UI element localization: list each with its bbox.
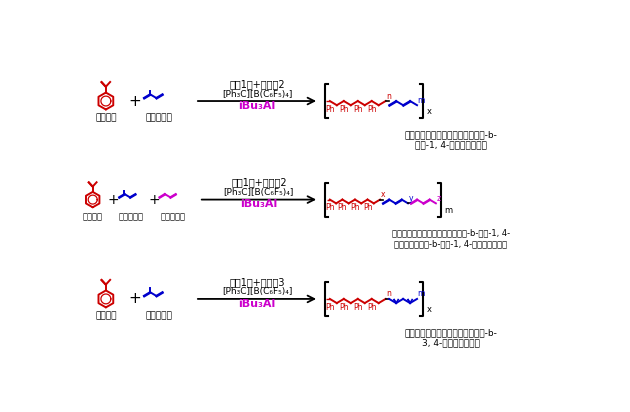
Text: スチレン: スチレン (95, 113, 117, 122)
Text: iBu₃Al: iBu₃Al (238, 101, 276, 111)
Text: +: + (108, 192, 120, 206)
Text: シンジオタクチックポリスチレン-b-
シス-1, 4-ポリイソプレン: シンジオタクチックポリスチレン-b- シス-1, 4-ポリイソプレン (404, 130, 497, 150)
Text: m: m (444, 206, 452, 215)
Text: シンジオタクチックポリスチレン-b-
3, 4-ポリイソプレン: シンジオタクチックポリスチレン-b- 3, 4-ポリイソプレン (404, 328, 497, 348)
Text: y: y (409, 194, 413, 203)
Text: +: + (128, 94, 141, 108)
Text: 触备1　+　触备2: 触备1 + 触备2 (229, 79, 285, 89)
Text: イソプレン: イソプレン (119, 212, 144, 221)
Text: m: m (418, 290, 425, 299)
Text: x: x (427, 107, 432, 116)
Text: Ph: Ph (367, 105, 377, 114)
Text: Ph: Ph (338, 203, 347, 212)
Text: z: z (437, 194, 440, 203)
Text: Ph: Ph (367, 303, 377, 312)
Text: イソプレン: イソプレン (146, 113, 173, 122)
Text: Ph: Ph (363, 203, 372, 212)
Text: iBu₃Al: iBu₃Al (238, 299, 276, 309)
Text: x: x (381, 190, 386, 199)
Text: シンジオタクチックポリスチレン-b-シス-1, 4-
ポリイソプレン-b-シス-1, 4-ポリブタジエン: シンジオタクチックポリスチレン-b-シス-1, 4- ポリイソプレン-b-シス-… (392, 229, 510, 248)
Text: Ph: Ph (325, 303, 335, 312)
Text: +: + (128, 291, 141, 307)
Text: イソプレン: イソプレン (146, 311, 173, 321)
Text: Ph: Ph (339, 303, 348, 312)
Text: x: x (427, 305, 432, 314)
Text: n: n (387, 290, 392, 299)
Text: n: n (387, 91, 392, 101)
Text: スチレン: スチレン (83, 212, 103, 221)
Text: iBu₃Al: iBu₃Al (240, 199, 278, 209)
Text: Ph: Ph (339, 105, 348, 114)
Text: m: m (418, 96, 425, 105)
Text: +: + (148, 192, 160, 206)
Text: [Ph₃C][B(C₆F₅)₄]: [Ph₃C][B(C₆F₅)₄] (222, 288, 292, 297)
Text: Ph: Ph (325, 105, 335, 114)
Text: スチレン: スチレン (95, 311, 117, 321)
Text: [Ph₃C][B(C₆F₅)₄]: [Ph₃C][B(C₆F₅)₄] (222, 89, 292, 98)
Text: Ph: Ph (325, 203, 335, 212)
Text: ブタジエン: ブタジエン (161, 212, 186, 221)
Text: [Ph₃C][B(C₆F₅)₄]: [Ph₃C][B(C₆F₅)₄] (224, 188, 294, 197)
Text: Ph: Ph (353, 303, 362, 312)
Text: Ph: Ph (353, 105, 362, 114)
Text: 触备1　+　触备2: 触备1 + 触备2 (231, 178, 287, 187)
Text: 触备1　+　触备3: 触备1 + 触备3 (229, 277, 285, 287)
Text: Ph: Ph (350, 203, 360, 212)
